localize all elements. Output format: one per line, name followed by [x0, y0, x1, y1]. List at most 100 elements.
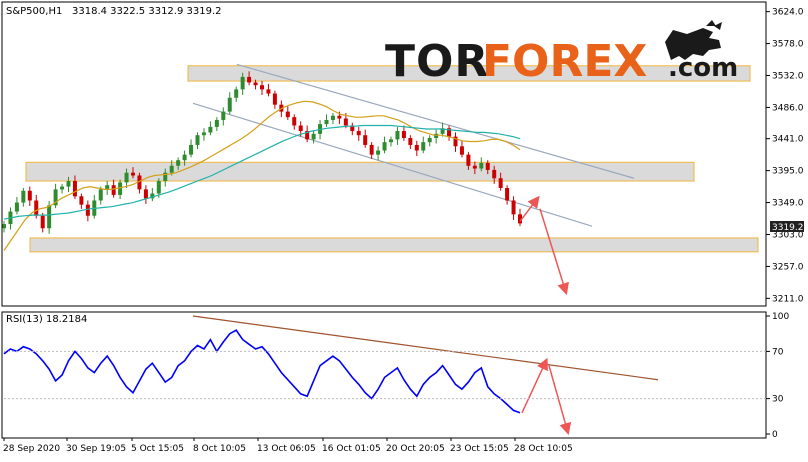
x-tick-label: 5 Oct 15:05: [131, 444, 184, 454]
candle-body: [137, 175, 142, 190]
candle-body: [240, 76, 245, 90]
candle-body: [40, 215, 45, 229]
candle-body: [485, 162, 490, 170]
rsi-tick-label: 70: [772, 347, 784, 357]
candle-body: [60, 186, 65, 190]
candle-body: [221, 111, 226, 120]
candle-body: [27, 190, 32, 201]
candle-body: [343, 118, 348, 126]
rsi-label: RSI(13) 18.2184: [6, 314, 87, 325]
y-tick-label: 3257.0: [772, 262, 804, 272]
rsi-tick-label: 0: [772, 430, 778, 440]
candle-body: [447, 128, 452, 137]
candle-body: [118, 182, 123, 195]
ma-slow-line: [3, 124, 521, 220]
candle-body: [434, 133, 439, 138]
rsi-arrow-up: [521, 357, 548, 414]
candle-body: [324, 119, 329, 125]
candle-body: [472, 165, 477, 169]
ma-fast-line: [3, 100, 521, 251]
candle-body: [72, 181, 77, 197]
candle-body: [163, 172, 168, 182]
candle-body: [34, 200, 39, 216]
x-tick-label: 28 Sep 2020: [3, 444, 60, 454]
x-tick-label: 28 Oct 10:05: [514, 444, 573, 454]
candle-body: [479, 162, 484, 169]
candle-body: [111, 185, 116, 195]
candle-body: [363, 135, 368, 145]
candle-body: [369, 144, 374, 155]
main-panel-frame: [1, 1, 767, 307]
candlestick-series: [2, 71, 522, 234]
chart-frames: [1, 1, 767, 439]
y-tick-label: 3486.0: [772, 103, 804, 113]
support-resistance-zones: [25, 65, 759, 253]
candle-body: [234, 89, 239, 98]
rsi-line: [3, 329, 521, 414]
candle-body: [195, 135, 200, 145]
y-tick-label: 3441.0: [772, 135, 804, 145]
candle-body: [459, 146, 464, 155]
x-tick-label: 23 Oct 15:05: [450, 444, 509, 454]
ohlc-label: 3318.4 3322.5 3312.9 3319.2: [72, 6, 222, 17]
price-zone: [25, 161, 695, 182]
candle-body: [47, 205, 52, 229]
current-price-marker: 3319.2: [770, 221, 804, 233]
candle-body: [311, 133, 316, 140]
x-tick-label: 30 Sep 19:05: [66, 444, 126, 454]
candle-body: [2, 224, 6, 229]
main-arrow-up: [519, 195, 540, 222]
candle-body: [53, 189, 58, 206]
trend-channel: [192, 63, 635, 227]
candle-body: [182, 154, 187, 161]
price-zone: [29, 237, 759, 253]
candle-body: [176, 160, 181, 166]
y-tick-label: 3624.0: [772, 8, 804, 18]
y-tick-label: 3211.0: [772, 294, 804, 304]
logo-tor: TOR: [385, 36, 489, 87]
y-tick-label: 3303.0: [772, 230, 804, 240]
candle-body: [124, 172, 129, 183]
candle-body: [466, 154, 471, 166]
channel-upper-line: [236, 63, 635, 179]
candle-body: [395, 131, 400, 140]
candle-body: [330, 115, 335, 120]
candle-body: [298, 125, 303, 132]
candle-body: [292, 117, 297, 126]
candle-body: [401, 131, 406, 138]
candle-body: [79, 196, 84, 205]
forecast-arrows: [519, 195, 572, 436]
candle-body: [169, 165, 174, 173]
candle-body: [408, 137, 413, 145]
candle-body: [389, 139, 393, 143]
current-price-label: 3319.2: [772, 223, 804, 233]
candle-body: [201, 132, 206, 136]
x-tick-label: 16 Oct 01:05: [322, 444, 381, 454]
candle-body: [208, 126, 213, 133]
candle-body: [253, 82, 258, 86]
x-tick-label: 20 Oct 20:05: [386, 444, 445, 454]
candle-body: [266, 89, 271, 94]
candle-body: [98, 189, 103, 201]
candle-body: [453, 136, 458, 147]
price-zone: [187, 65, 751, 82]
candle-body: [143, 189, 148, 199]
bull-icon: [665, 20, 722, 60]
rsi-arrow-down: [548, 365, 572, 436]
rsi-tick-label: 100: [772, 312, 789, 322]
y-tick-label: 3532.0: [772, 72, 804, 82]
candle-body: [492, 169, 497, 179]
y-tick-label: 3349.0: [772, 199, 804, 209]
candle-body: [247, 76, 252, 83]
candle-body: [440, 128, 445, 134]
candle-body: [214, 119, 219, 127]
candle-body: [414, 144, 419, 151]
candle-body: [272, 93, 277, 105]
candle-body: [382, 142, 387, 151]
candle-body: [350, 125, 355, 132]
candle-body: [21, 190, 26, 203]
candle-body: [85, 204, 90, 216]
candle-body: [518, 214, 522, 224]
x-tick-label: 13 Oct 06:05: [257, 444, 316, 454]
